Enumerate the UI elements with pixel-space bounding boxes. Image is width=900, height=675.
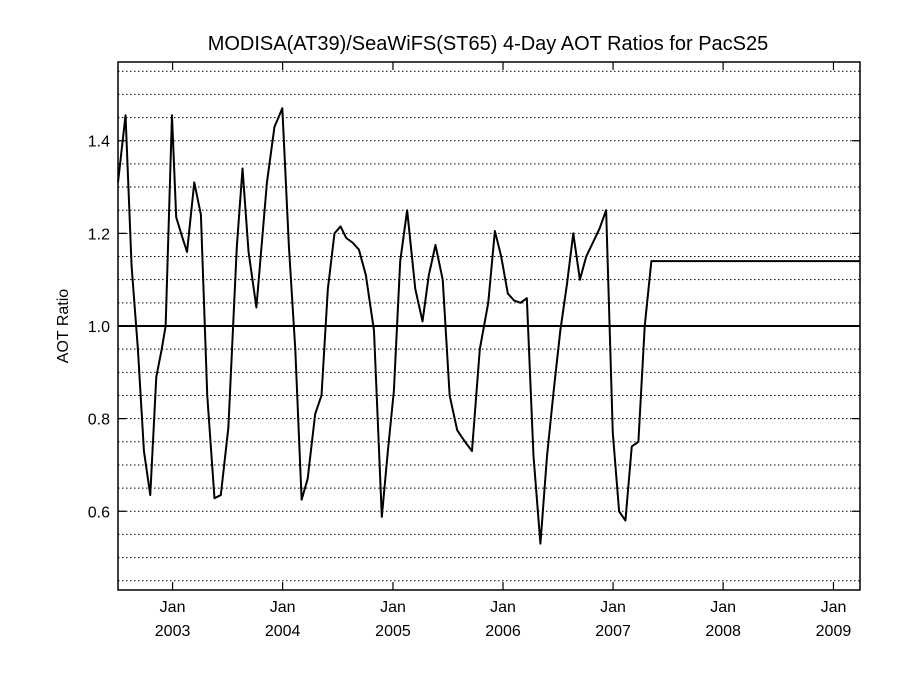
y-axis-ticks: 0.6 0.8 1.0 1.2 1.4: [88, 134, 860, 521]
y-tick-label: 0.8: [88, 412, 110, 429]
x-tick-month-label: Jan: [160, 599, 186, 616]
x-tick-month-label: Jan: [490, 599, 516, 616]
series-line: [117, 107, 860, 545]
y-tick-label: 1.4: [88, 134, 110, 151]
series-line-group: [117, 107, 860, 545]
y-axis-label: AOT Ratio: [55, 289, 72, 364]
x-tick-year-label: 2006: [485, 623, 521, 640]
x-axis-ticks: Jan 2003 Jan 2004 Jan 2005 Jan 2006 Jan 2007 Jan 20…: [155, 62, 852, 640]
x-tick-month-label: Jan: [710, 599, 736, 616]
x-tick-year-label: 2004: [265, 623, 301, 640]
x-tick-month-label: Jan: [821, 599, 847, 616]
x-tick-month-label: Jan: [600, 599, 626, 616]
plot-frame: [117, 61, 861, 591]
x-tick-year-label: 2008: [705, 623, 741, 640]
y-tick-label: 1.0: [88, 319, 110, 336]
x-tick-month-label: Jan: [380, 599, 406, 616]
x-tick-year-label: 2007: [595, 623, 631, 640]
y-tick-label: 0.6: [88, 504, 110, 521]
x-tick-year-label: 2003: [155, 623, 191, 640]
x-tick-year-label: 2005: [375, 623, 411, 640]
y-tick-label: 1.2: [88, 226, 110, 243]
x-tick-month-label: Jan: [270, 599, 296, 616]
chart-title: MODISA(AT39)/SeaWiFS(ST65) 4-Day AOT Rat…: [208, 33, 769, 55]
x-tick-year-label: 2009: [816, 623, 852, 640]
